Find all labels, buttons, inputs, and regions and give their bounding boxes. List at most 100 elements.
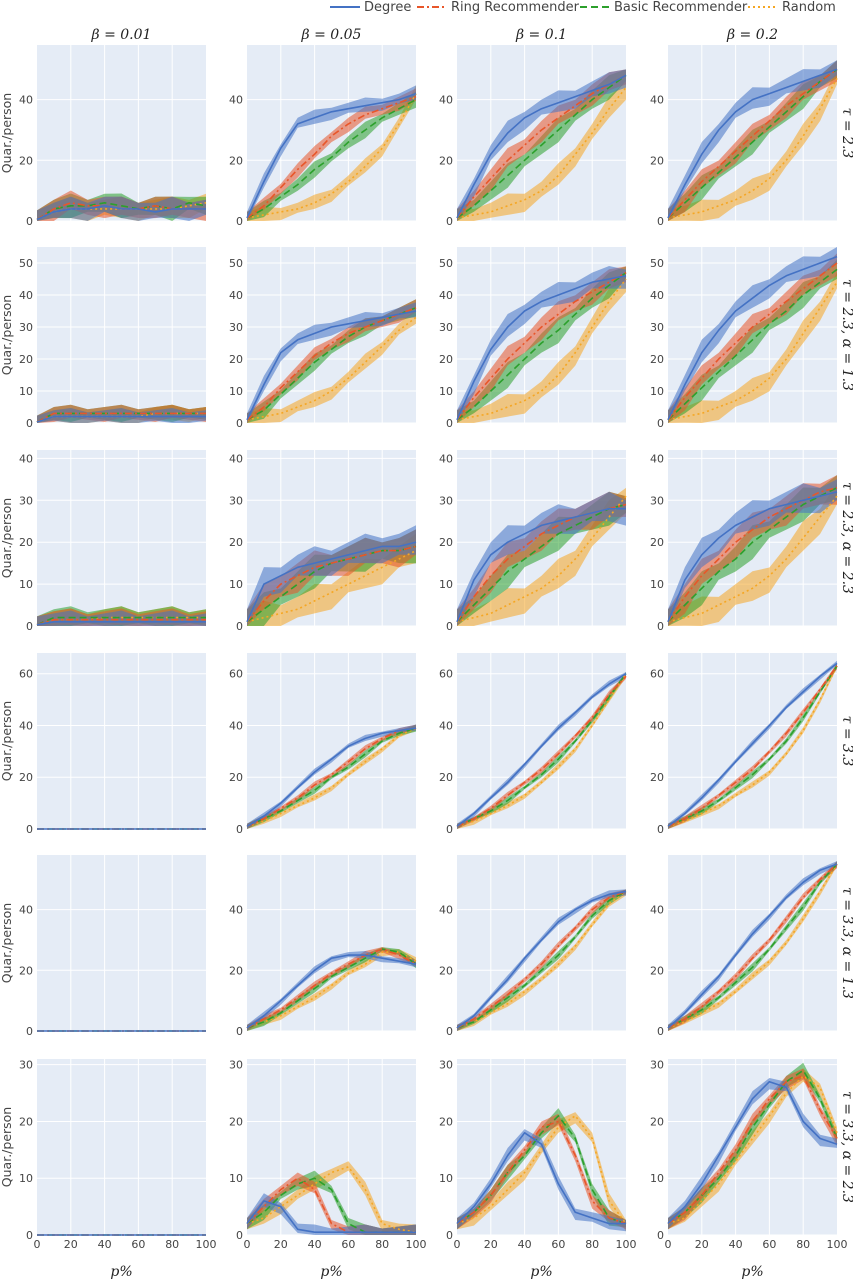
line-basic-recommender: [36, 202, 207, 221]
x-axis-title-3: p%: [741, 1264, 763, 1280]
x-tick-label: 60: [551, 1238, 565, 1251]
x-tick-label: 80: [796, 1238, 810, 1251]
plot-background: [37, 450, 206, 626]
band-degree: [457, 889, 626, 1031]
line-basic-recommender: [456, 890, 627, 1029]
x-tick-label: 60: [131, 1238, 145, 1251]
band-random: [457, 1112, 626, 1232]
y-tick-label: 50: [229, 257, 243, 270]
panel-r3-c1: 0 20 40 60: [229, 653, 417, 836]
y-tick-label: 40: [650, 904, 664, 917]
band-degree: [457, 1129, 626, 1232]
panel-r3-c3: 0 20 40 60: [650, 653, 838, 836]
y-tick-label: 20: [229, 353, 243, 366]
line-ring-recommender: [667, 486, 838, 623]
line-ring-recommender: [246, 95, 417, 219]
y-tick-label: 50: [19, 257, 33, 270]
band-degree: [668, 861, 837, 1031]
legend-item-degree[interactable]: Degree: [330, 0, 411, 15]
line-degree: [667, 491, 838, 623]
line-ring-recommender: [456, 1120, 627, 1225]
y-tick-label: 0: [657, 620, 664, 633]
y-tick-label: 60: [439, 668, 453, 681]
y-tick-label: 40: [19, 289, 33, 302]
y-tick-label: 20: [650, 1115, 664, 1128]
y-tick-label: 20: [439, 536, 453, 549]
plot-background: [457, 653, 626, 829]
line-ring-recommender: [246, 307, 417, 421]
y-tick-label: 20: [650, 154, 664, 167]
y-tick-label: 40: [229, 904, 243, 917]
line-ring-recommender: [246, 727, 417, 828]
y-tick-label: 20: [19, 964, 33, 977]
y-tick-label: 40: [650, 719, 664, 732]
line-basic-recommender: [667, 486, 838, 623]
line-ring-recommender: [667, 68, 838, 219]
legend-item-basic-recommender[interactable]: Basic Recommender: [580, 0, 748, 15]
line-ring-recommender: [456, 271, 627, 421]
x-tick-label: 40: [729, 1238, 743, 1251]
y-tick-label: 10: [229, 578, 243, 591]
y-tick-label: 0: [236, 1025, 243, 1038]
x-tick-label: 100: [406, 1238, 427, 1251]
line-degree: [456, 507, 626, 623]
x-axis-title-1: p%: [320, 1264, 342, 1280]
y-tick-label: 40: [650, 94, 664, 107]
line-degree: [246, 310, 417, 421]
line-basic-recommender: [246, 98, 417, 219]
x-tick-label: 0: [454, 1238, 461, 1251]
y-tick-label: 30: [439, 494, 453, 507]
y-axis-title-4: Quar./person: [0, 903, 14, 983]
y-tick-label: 20: [19, 1115, 33, 1128]
y-tick-label: 40: [19, 452, 33, 465]
line-ring-recommender: [36, 618, 206, 626]
panel-r5-c2: 0 10 20 30 0 20 40 60 80 100: [439, 1059, 637, 1251]
panel-r0-c2: 0 20 40: [439, 45, 627, 228]
x-tick-label: 0: [34, 1238, 41, 1251]
x-axis-title-0: p%: [110, 1264, 132, 1280]
y-tick-label: 20: [650, 353, 664, 366]
panel-r4-c2: 0 20 40: [439, 855, 627, 1038]
y-tick-label: 0: [236, 1229, 243, 1242]
line-degree: [667, 662, 838, 828]
y-tick-label: 40: [229, 94, 243, 107]
y-tick-label: 40: [19, 719, 33, 732]
y-tick-label: 20: [650, 536, 664, 549]
panel-r1-c1: 0 10 20 30 40 50: [229, 247, 417, 430]
y-tick-label: 0: [657, 823, 664, 836]
y-tick-label: 20: [19, 154, 33, 167]
y-tick-label: 10: [439, 578, 453, 591]
y-tick-label: 30: [229, 321, 243, 334]
x-tick-label: 20: [484, 1238, 498, 1251]
y-tick-label: 40: [650, 452, 664, 465]
legend-item-random[interactable]: Random: [748, 0, 836, 15]
line-ring-recommender: [456, 890, 627, 1029]
y-tick-label: 60: [229, 668, 243, 681]
y-tick-label: 30: [19, 321, 33, 334]
legend-item-ring-recommender[interactable]: Ring Recommender: [417, 0, 580, 15]
line-ring-recommender: [456, 675, 627, 828]
y-tick-label: 50: [439, 257, 453, 270]
y-tick-label: 0: [26, 1229, 33, 1242]
y-tick-label: 0: [26, 823, 33, 836]
y-tick-label: 40: [650, 289, 664, 302]
x-tick-label: 20: [695, 1238, 709, 1251]
panel-r1-c2: 0 10 20 30 40 50: [439, 247, 627, 430]
column-title-3: β = 0.2: [726, 27, 778, 43]
y-tick-label: 40: [229, 452, 243, 465]
line-random: [456, 87, 627, 219]
line-basic-recommender: [456, 271, 627, 421]
panel-r0-c0: 0 20 40: [19, 45, 207, 228]
y-tick-label: 20: [439, 154, 453, 167]
line-basic-recommender: [667, 665, 838, 828]
y-axis-title-1: Quar./person: [0, 295, 14, 375]
line-degree: [456, 1132, 626, 1225]
band-degree: [668, 479, 837, 626]
line-degree: [456, 74, 627, 219]
x-tick-label: 80: [165, 1238, 179, 1251]
y-tick-label: 20: [19, 771, 33, 784]
y-tick-label: 0: [657, 1229, 664, 1242]
y-tick-label: 0: [446, 215, 453, 228]
row-label-5: τ = 3.3, α = 2.3: [839, 1091, 853, 1203]
y-tick-label: 30: [439, 1059, 453, 1072]
